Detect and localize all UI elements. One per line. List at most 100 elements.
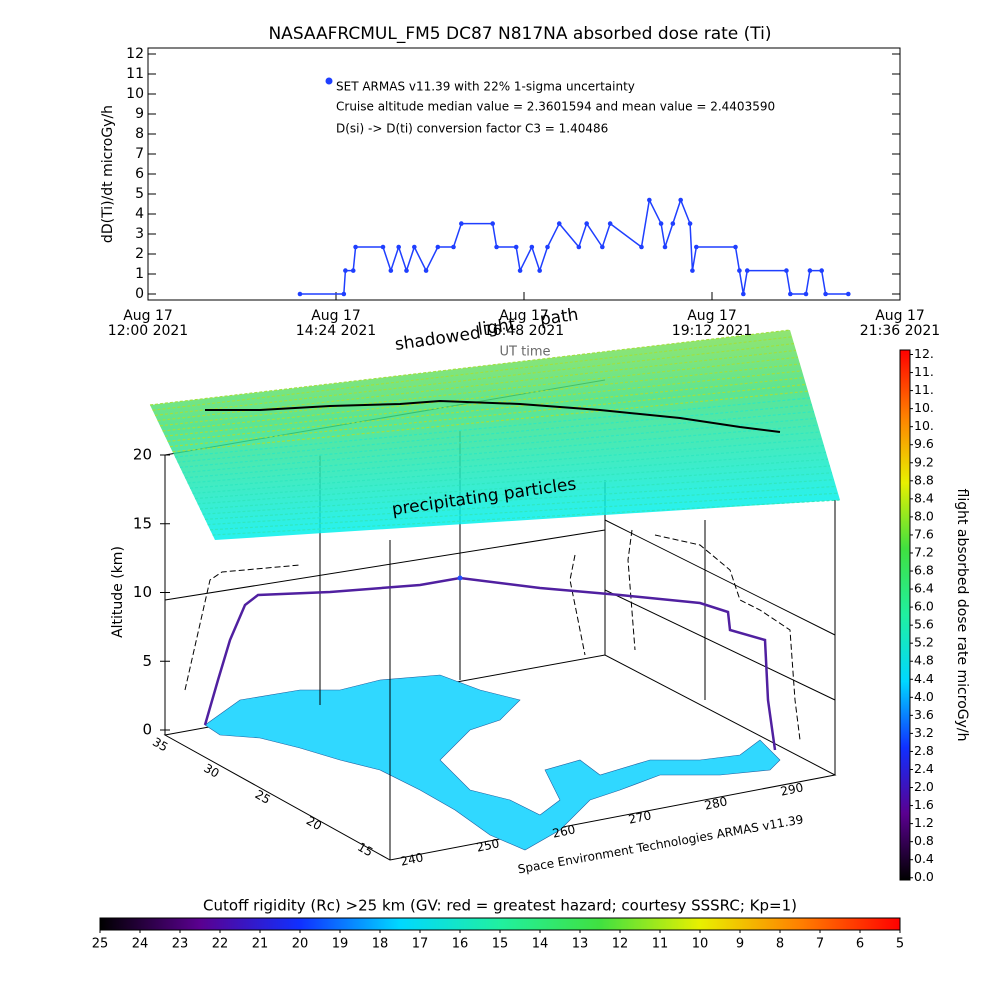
particle-line: [194, 451, 827, 500]
colorbar-tick-label: 0.8: [914, 833, 934, 848]
data-point: [807, 268, 813, 273]
data-point: [658, 221, 664, 226]
y-axis-label: dD(Ti)/dt microGy/h: [100, 105, 116, 243]
data-point: [744, 268, 750, 273]
colorbar-tick-label: 5.2: [914, 635, 934, 650]
colorbar-label: Cutoff rigidity (Rc) >25 km (GV: red = g…: [203, 897, 797, 915]
x-tick-label: 280: [703, 794, 728, 812]
colorbar-tick-label: 17: [412, 937, 429, 952]
particle-line: [179, 411, 815, 468]
data-point: [353, 244, 358, 250]
data-point: [846, 291, 851, 297]
data-point: [690, 268, 695, 273]
legend-marker: [325, 77, 333, 85]
particle-line: [159, 356, 799, 427]
particle-line: [149, 329, 791, 406]
data-point: [494, 244, 499, 250]
y-tick-label: 9: [135, 106, 144, 122]
colorbar-tick-label: 20: [292, 937, 309, 952]
colorbar-tick-label: 6.0: [914, 599, 934, 614]
colorbar-tick-label: 22: [212, 937, 229, 952]
colorbar-tick-label: 8.4: [914, 490, 934, 505]
x-tick-label: Aug 17 19:12 2021: [672, 308, 752, 339]
y-tick-label: 4: [135, 206, 144, 222]
colorbar-tick-label: 7.2: [914, 544, 934, 559]
z-axis-label: Altitude (km): [110, 546, 126, 638]
colorbar-tick-label: 21: [252, 937, 269, 952]
data-point: [404, 268, 409, 273]
colorbar-tick-label: 2.4: [914, 761, 934, 776]
data-point: [513, 244, 519, 250]
colorbar-tick-label: 2.0: [914, 779, 934, 794]
legend-label: SET ARMAS v11.39 with 22% 1-sigma uncert…: [336, 80, 635, 94]
colorbar-tick-label: 7.6: [914, 526, 934, 541]
colorbar-label: flight absorbed dose rate microGy/h: [954, 489, 970, 742]
data-point: [784, 268, 789, 273]
x-tick-label: 250: [475, 836, 500, 854]
data-point: [647, 197, 652, 203]
particle-line: [192, 445, 825, 494]
colorbar-tick-label: 6.8: [914, 563, 934, 578]
data-point: [435, 244, 441, 250]
x-tick-label: Aug 17 12:00 2021: [108, 308, 188, 339]
particle-sheet: [150, 330, 840, 540]
data-point: [741, 291, 746, 297]
colorbar-tick-label: 7: [816, 937, 824, 952]
y-tick-label: 20: [304, 813, 324, 833]
z-tick-label: 0: [142, 721, 152, 739]
colorbar-tick-label: 11.: [914, 364, 934, 379]
particle-line: [154, 343, 795, 416]
particle-line: [174, 397, 811, 458]
data-point: [662, 244, 668, 250]
x-tick-label: 240: [399, 850, 424, 868]
data-point: [388, 268, 394, 273]
colorbar-tick-label: 8: [776, 937, 784, 952]
y-tick-label: 30: [201, 761, 221, 781]
data-point: [733, 244, 738, 250]
colorbar-tick-label: 9.2: [914, 454, 934, 469]
data-point: [517, 268, 523, 273]
colorbar-tick-label: 19: [332, 937, 349, 952]
data-point: [803, 291, 809, 297]
data-point: [584, 221, 589, 226]
y-tick-label: 5: [135, 186, 144, 202]
x-tick-label: Aug 17 14:24 2021: [296, 308, 376, 339]
note: D(si) -> D(ti) conversion factor C3 = 1.…: [336, 122, 608, 136]
flight-marker: [457, 575, 463, 581]
colorbar-tick-label: 5.6: [914, 617, 934, 632]
y-tick-label: 25: [253, 787, 273, 807]
colorbar-tick-label: 9.6: [914, 436, 934, 451]
data-point: [343, 268, 348, 273]
colorbar-tick-label: 14: [532, 937, 549, 952]
particle-line: [182, 417, 817, 474]
y-tick-label: 12: [126, 46, 144, 62]
particle-line: [189, 438, 823, 489]
x-tick-label: Aug 17 21:36 2021: [860, 308, 940, 339]
colorbar-tick-label: 8.0: [914, 508, 934, 523]
y-tick-label: 3: [135, 226, 144, 242]
x-tick-label: 290: [779, 780, 804, 798]
data-point: [556, 221, 562, 226]
particle-line: [199, 465, 831, 510]
data-point: [380, 244, 386, 250]
particle-line: [187, 431, 821, 484]
particle-line: [177, 404, 813, 463]
colorbar-tick-label: 10.: [914, 400, 934, 415]
colorbar-tick-label: 8.8: [914, 472, 934, 487]
data-point: [639, 244, 644, 250]
colorbar-tick-label: 10.: [914, 418, 934, 433]
x-axis-label: UT time: [500, 345, 551, 360]
colorbar-tick-label: 1.6: [914, 797, 934, 812]
colorbar-tick-label: 2.8: [914, 743, 934, 758]
colorbar-tick-label: 13: [572, 937, 589, 952]
projection-path: [184, 529, 801, 741]
x-tick-label: Aug 17 16:48 2021: [484, 308, 564, 339]
colorbar-tick-label: 4.4: [914, 671, 934, 686]
annotation: shadowed: [394, 323, 482, 355]
particle-line: [169, 383, 807, 448]
y-tick-label: 8: [135, 126, 144, 142]
colorbar-tick-label: 12.: [914, 346, 934, 361]
z-tick-label: 5: [142, 652, 152, 670]
colorbar-tick-label: 23: [172, 937, 189, 952]
